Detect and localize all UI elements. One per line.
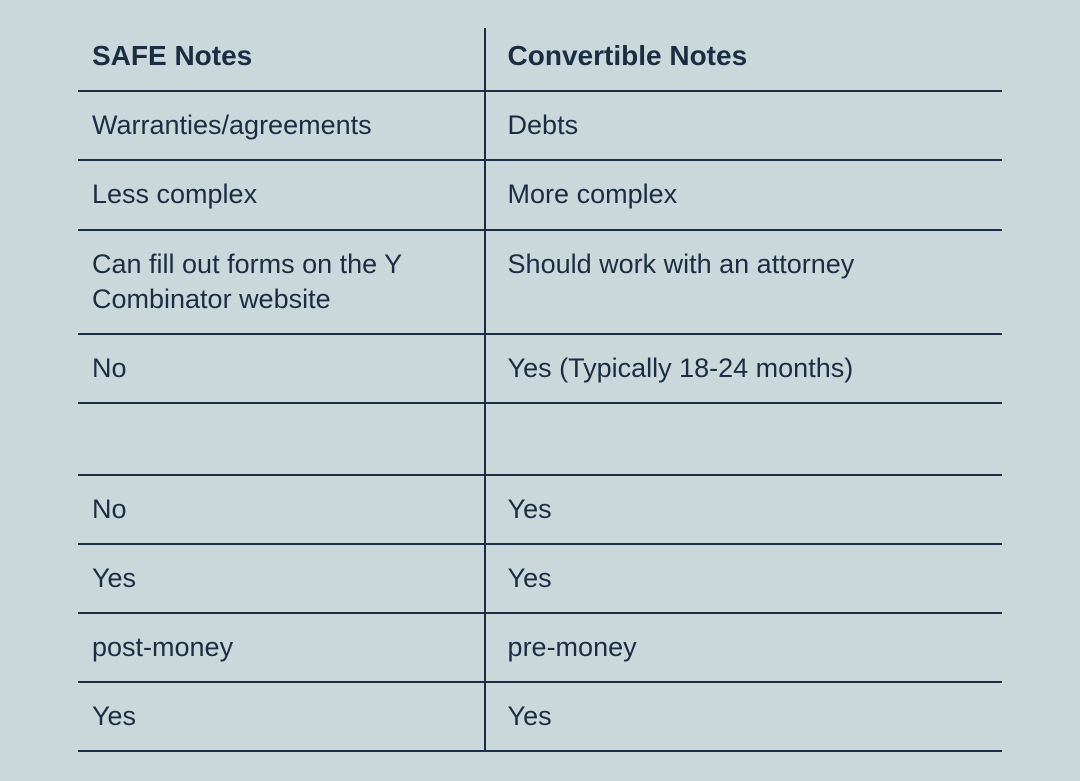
table-row: Yes Yes <box>78 544 1002 613</box>
table-row: Less complex More complex <box>78 160 1002 229</box>
cell-safe <box>78 403 485 475</box>
table-row: No Yes <box>78 475 1002 544</box>
column-header-convertible: Convertible Notes <box>485 28 1002 91</box>
cell-safe: post-money <box>78 613 485 682</box>
cell-convertible: Yes <box>485 544 1002 613</box>
cell-safe: Warranties/agreements <box>78 91 485 160</box>
cell-convertible: Should work with an attorney <box>485 230 1002 334</box>
cell-convertible: Yes <box>485 475 1002 544</box>
table-row: Yes Yes <box>78 682 1002 751</box>
cell-safe: Less complex <box>78 160 485 229</box>
comparison-table: SAFE Notes Convertible Notes Warranties/… <box>78 28 1002 752</box>
table-row: Can fill out forms on the Y Combinator w… <box>78 230 1002 334</box>
cell-safe: Yes <box>78 682 485 751</box>
cell-convertible: Yes (Typically 18-24 months) <box>485 334 1002 403</box>
table-row: post-money pre-money <box>78 613 1002 682</box>
cell-convertible <box>485 403 1002 475</box>
cell-convertible: Yes <box>485 682 1002 751</box>
column-header-safe: SAFE Notes <box>78 28 485 91</box>
cell-convertible: More complex <box>485 160 1002 229</box>
cell-safe: No <box>78 475 485 544</box>
table-row: Warranties/agreements Debts <box>78 91 1002 160</box>
cell-convertible: pre-money <box>485 613 1002 682</box>
table-row: No Yes (Typically 18-24 months) <box>78 334 1002 403</box>
cell-safe: Yes <box>78 544 485 613</box>
table-row-empty <box>78 403 1002 475</box>
cell-safe: No <box>78 334 485 403</box>
cell-safe: Can fill out forms on the Y Combinator w… <box>78 230 485 334</box>
table-header-row: SAFE Notes Convertible Notes <box>78 28 1002 91</box>
cell-convertible: Debts <box>485 91 1002 160</box>
